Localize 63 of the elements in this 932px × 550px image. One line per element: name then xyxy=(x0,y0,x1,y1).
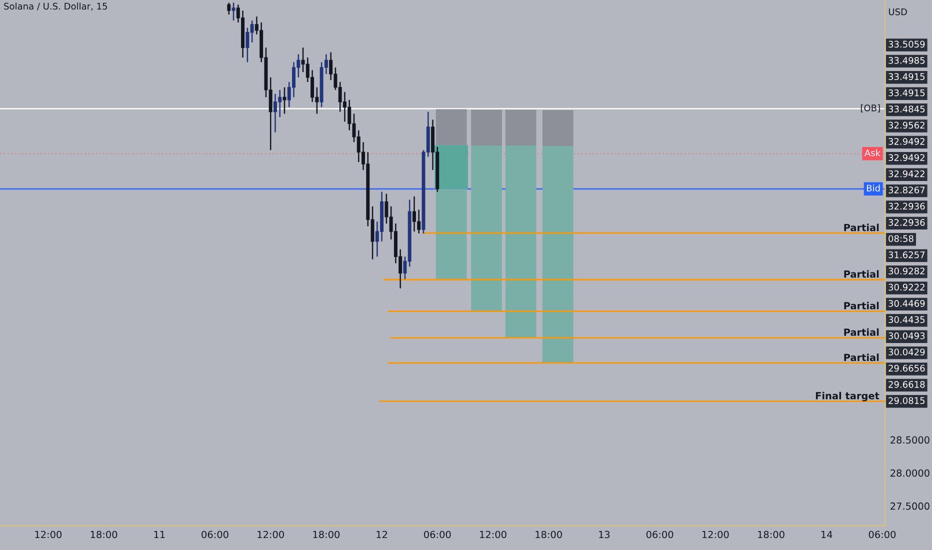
text: 32.2936 xyxy=(888,218,925,226)
x-tick-label: 12 xyxy=(376,530,388,538)
text: 32.9562 xyxy=(888,122,924,129)
text: 30.0493 xyxy=(888,332,925,340)
x-tick-label: 06:00 xyxy=(868,530,896,538)
ref-line-label: Bid xyxy=(867,184,880,192)
candlestick xyxy=(227,2,231,16)
y-axis-title: USD xyxy=(888,8,907,16)
text: 32.8267 xyxy=(888,186,925,194)
x-tick-label: 18:00 xyxy=(90,530,118,538)
x-tick-label: 18:00 xyxy=(758,530,784,538)
bar xyxy=(471,110,502,146)
x-tick-label: 18:00 xyxy=(536,530,562,538)
bar xyxy=(436,188,467,280)
series-label: Partial xyxy=(844,328,879,336)
x-tick-label: 14 xyxy=(822,530,832,538)
x-tick-label: 13 xyxy=(599,530,610,538)
text: 32.9492 xyxy=(888,138,924,145)
x-tick-label: 11 xyxy=(154,530,165,538)
text: 30.9222 xyxy=(888,284,924,291)
text: 32.9492 xyxy=(888,154,924,162)
text: 29.6618 xyxy=(888,380,925,388)
x-tick-label: 12:00 xyxy=(702,530,729,538)
ref-line-label: Ask xyxy=(864,149,881,156)
text: 30.9282 xyxy=(888,268,924,274)
bar xyxy=(505,146,536,338)
x-tick-label: 12:00 xyxy=(35,530,62,538)
y-tick-label: 28.5000 xyxy=(890,436,930,444)
series-label: Partial xyxy=(844,224,879,232)
series-label: Partial xyxy=(844,270,879,278)
y-tick-label: 28.0000 xyxy=(890,469,930,477)
series-label: Final target xyxy=(816,392,880,402)
y-tick-label: 27.5000 xyxy=(890,502,930,510)
text: 33.4985 xyxy=(888,56,925,64)
text: 33.5059 xyxy=(888,40,925,48)
x-tick-label: 06:00 xyxy=(202,530,228,538)
x-tick-label: 06:00 xyxy=(424,530,451,538)
text: 32.9422 xyxy=(888,170,924,178)
text: 33.4845 xyxy=(888,106,925,112)
candlestick xyxy=(232,2,236,22)
bar xyxy=(471,146,502,312)
x-tick-label: 12:00 xyxy=(258,530,284,538)
ref-line-label: [OB] xyxy=(860,104,880,112)
text: 30.0429 xyxy=(888,348,925,356)
chart-title: Solana / U.S. Dollar, 15 xyxy=(4,2,107,11)
text: 29.6656 xyxy=(888,364,925,372)
text: 33.4915 xyxy=(888,89,925,96)
text: 29.0815 xyxy=(888,397,925,404)
x-tick-label: 18:00 xyxy=(313,530,340,538)
text: 30.4435 xyxy=(888,316,925,324)
x-tick-label: 06:00 xyxy=(646,530,674,538)
x-tick-label: 12:00 xyxy=(480,530,506,538)
bar xyxy=(434,145,468,189)
series-label: Partial xyxy=(844,354,879,362)
bar xyxy=(542,146,574,363)
bar xyxy=(542,110,574,146)
text: 33.4915 xyxy=(888,73,925,80)
text: 32.2936 xyxy=(888,202,925,210)
series-label: Partial xyxy=(844,302,879,310)
text: 30.4469 xyxy=(888,300,925,307)
bar xyxy=(505,110,536,146)
text: 31.6257 xyxy=(888,251,925,258)
text: 08:58 xyxy=(888,235,914,242)
